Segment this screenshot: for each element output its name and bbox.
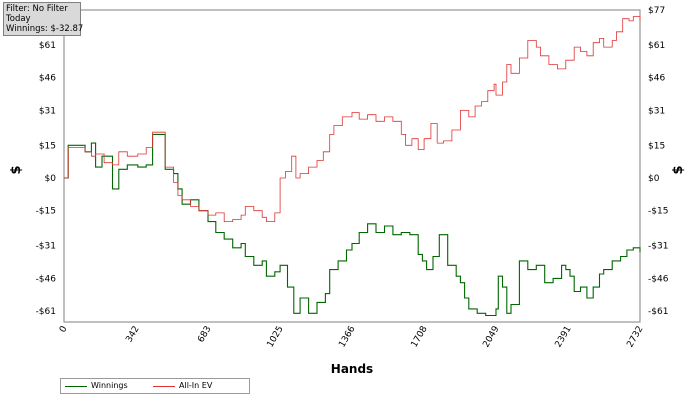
y-tick-label-right: $0: [648, 174, 660, 184]
x-tick-label: 2732: [625, 325, 645, 350]
x-tick-label: 683: [196, 325, 213, 345]
y-tick-label-left: -$46: [36, 274, 57, 284]
legend-swatch-winnings: [65, 386, 87, 387]
series-line-all-in-ev: [64, 16, 641, 222]
date-range-line: Today: [6, 14, 31, 24]
y-tick-label-left: -$31: [36, 242, 56, 252]
y-tick-label-right: -$61: [648, 307, 668, 317]
y-tick-label-right: $46: [648, 74, 665, 84]
y-tick-label-left: $0: [45, 174, 57, 184]
y-axis-title-left: $: [9, 165, 24, 174]
y-tick-label-right: $15: [648, 141, 665, 151]
y-tick-label-left: $31: [39, 106, 56, 116]
y-tick-label-right: -$46: [648, 274, 669, 284]
y-tick-label-left: -$61: [36, 307, 56, 317]
legend-label-winnings: Winnings: [91, 381, 128, 390]
labels: $77$77$61$61$46$46$31$31$15$15$0$0-$15-$…: [9, 6, 686, 376]
y-tick-label-left: $15: [39, 141, 56, 151]
filter-line: Filter: No Filter: [6, 4, 68, 14]
x-tick-label: 342: [124, 325, 141, 345]
y-tick-label-right: -$31: [648, 242, 668, 252]
x-tick-label: 1366: [337, 324, 357, 349]
series-line-winnings: [64, 133, 641, 317]
x-tick-label: 0: [58, 324, 70, 334]
y-tick-label-left: $61: [39, 41, 56, 51]
plot-frame: [63, 9, 641, 323]
filter-info-box: Filter: No Filter Today Winnings: $-32.8…: [3, 2, 84, 36]
x-axis-title: Hands: [331, 362, 373, 376]
axes: [63, 9, 641, 323]
winnings-line: Winnings: $-32.87: [6, 24, 84, 34]
x-tick-label: 2049: [481, 324, 501, 349]
x-tick-label: 1025: [266, 325, 286, 350]
x-tick-label: 1708: [410, 324, 430, 349]
y-tick-label-right: $77: [648, 6, 665, 16]
legend-label-allin-ev: All-In EV: [179, 381, 213, 390]
y-tick-label-right: $61: [648, 41, 665, 51]
y-tick-label-right: $31: [648, 106, 665, 116]
y-tick-label-left: -$15: [36, 207, 56, 217]
legend-swatch-allin-ev: [153, 386, 175, 387]
series-layer: [64, 16, 641, 317]
y-tick-label-left: $46: [39, 74, 56, 84]
x-tick-label: 2391: [554, 325, 574, 350]
y-tick-label-right: -$15: [648, 207, 668, 217]
y-axis-title-right: $: [671, 165, 686, 174]
legend: Winnings All-In EV: [60, 378, 250, 394]
